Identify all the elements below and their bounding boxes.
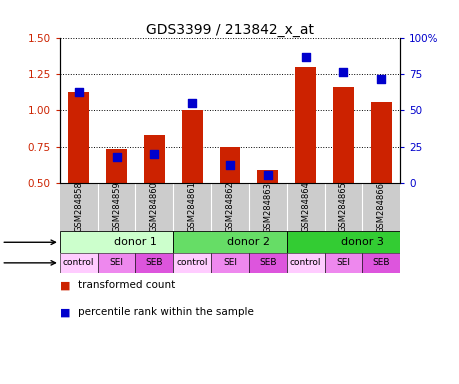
Text: percentile rank within the sample: percentile rank within the sample bbox=[78, 307, 253, 317]
Bar bbox=[324, 253, 362, 273]
Bar bbox=[68, 92, 89, 182]
Bar bbox=[295, 67, 315, 182]
Text: donor 1: donor 1 bbox=[114, 237, 157, 247]
Text: GSM284861: GSM284861 bbox=[187, 182, 196, 232]
Text: individual: individual bbox=[0, 237, 56, 247]
Text: GSM284866: GSM284866 bbox=[376, 182, 385, 232]
Point bbox=[377, 76, 384, 82]
Bar bbox=[219, 147, 240, 182]
Bar bbox=[106, 149, 127, 182]
Text: control: control bbox=[289, 258, 321, 267]
Point bbox=[75, 89, 82, 95]
Text: GSM284858: GSM284858 bbox=[74, 182, 83, 232]
Text: SEI: SEI bbox=[336, 258, 350, 267]
Bar bbox=[332, 87, 353, 182]
Point bbox=[263, 172, 271, 179]
Bar bbox=[173, 232, 286, 253]
Text: donor 2: donor 2 bbox=[227, 237, 270, 247]
Title: GDS3399 / 213842_x_at: GDS3399 / 213842_x_at bbox=[146, 23, 313, 37]
Bar bbox=[286, 253, 324, 273]
Text: GSM284862: GSM284862 bbox=[225, 182, 234, 232]
Point bbox=[339, 68, 347, 74]
Bar bbox=[286, 232, 399, 253]
Bar bbox=[181, 111, 202, 182]
Text: SEB: SEB bbox=[258, 258, 276, 267]
Text: SEB: SEB bbox=[372, 258, 389, 267]
Point bbox=[151, 151, 158, 157]
Text: GSM284860: GSM284860 bbox=[150, 182, 158, 232]
Text: GSM284863: GSM284863 bbox=[263, 182, 272, 232]
Text: SEI: SEI bbox=[223, 258, 236, 267]
Bar bbox=[370, 102, 391, 182]
Bar bbox=[173, 253, 211, 273]
Point bbox=[301, 54, 308, 60]
Bar bbox=[211, 253, 248, 273]
Bar bbox=[362, 253, 399, 273]
Text: GSM284865: GSM284865 bbox=[338, 182, 347, 232]
Text: GSM284859: GSM284859 bbox=[112, 182, 121, 232]
Bar bbox=[60, 232, 173, 253]
Text: ■: ■ bbox=[60, 280, 70, 290]
Text: GSM284864: GSM284864 bbox=[301, 182, 309, 232]
Point bbox=[188, 100, 196, 106]
Bar bbox=[60, 253, 97, 273]
Bar bbox=[97, 253, 135, 273]
Text: control: control bbox=[63, 258, 94, 267]
Bar bbox=[248, 253, 286, 273]
Text: agent: agent bbox=[0, 258, 56, 268]
Point bbox=[226, 162, 233, 168]
Text: SEB: SEB bbox=[146, 258, 163, 267]
Bar bbox=[135, 253, 173, 273]
Bar bbox=[144, 135, 164, 182]
Bar bbox=[257, 170, 278, 182]
Text: SEI: SEI bbox=[109, 258, 123, 267]
Point bbox=[112, 154, 120, 160]
Text: ■: ■ bbox=[60, 307, 70, 317]
Text: control: control bbox=[176, 258, 207, 267]
Text: donor 3: donor 3 bbox=[340, 237, 383, 247]
Text: transformed count: transformed count bbox=[78, 280, 175, 290]
